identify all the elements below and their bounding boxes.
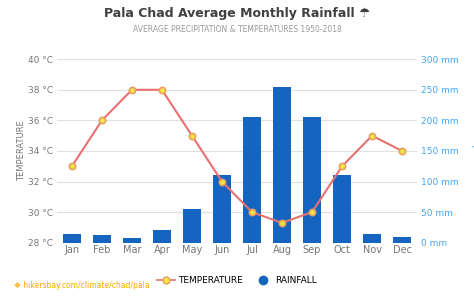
Bar <box>273 87 291 243</box>
Bar <box>183 209 201 243</box>
Text: ❖ hikersbay.com/climate/chad/pala: ❖ hikersbay.com/climate/chad/pala <box>14 281 150 290</box>
Legend: TEMPERATURE, RAINFALL: TEMPERATURE, RAINFALL <box>153 272 321 289</box>
Text: Pala Chad Average Monthly Rainfall ☂: Pala Chad Average Monthly Rainfall ☂ <box>104 7 370 20</box>
Bar <box>333 176 351 243</box>
Bar <box>393 237 411 243</box>
Bar <box>303 117 321 243</box>
Bar <box>363 234 381 243</box>
Text: AVERAGE PRECIPITATION & TEMPERATURES 1950-2018: AVERAGE PRECIPITATION & TEMPERATURES 195… <box>133 25 341 34</box>
Bar <box>93 235 111 243</box>
Y-axis label: Precipitation: Precipitation <box>470 125 474 177</box>
Bar <box>153 231 171 243</box>
Bar <box>63 234 81 243</box>
Bar <box>123 239 141 243</box>
Y-axis label: TEMPERATURE: TEMPERATURE <box>18 120 27 181</box>
Bar <box>213 176 231 243</box>
Bar <box>243 117 261 243</box>
